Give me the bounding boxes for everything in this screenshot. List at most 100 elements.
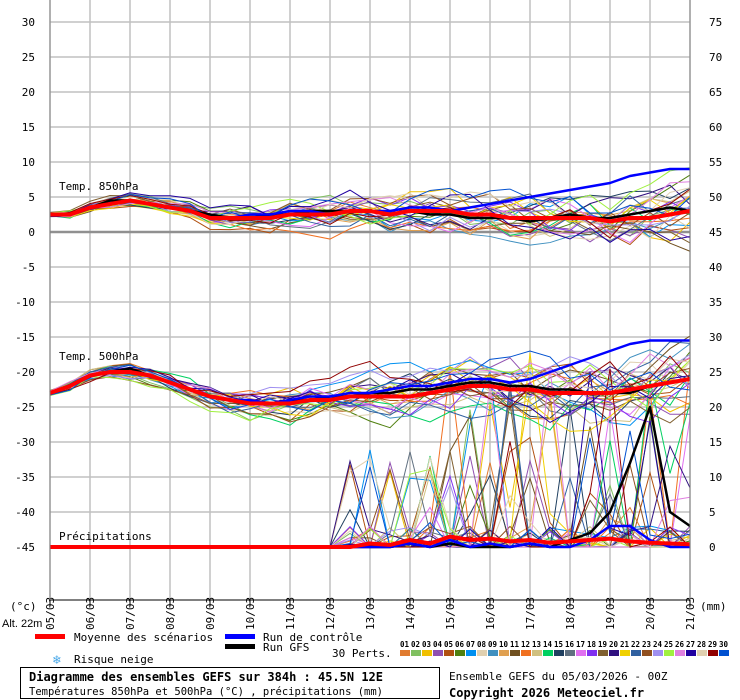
pert-id-label: 15 (554, 640, 563, 649)
pert-color-swatch (554, 650, 564, 656)
y-tick-label-right: 75 (709, 16, 722, 29)
pert-id-label: 08 (477, 640, 487, 649)
y-tick-label-left: -5 (22, 261, 35, 274)
pert-color-swatch (664, 650, 674, 656)
y-tick-label-left: -30 (15, 436, 35, 449)
perturbation-line-25 (49, 360, 691, 422)
y-tick-label-right: 70 (709, 51, 722, 64)
y-tick-label-left: -10 (15, 296, 35, 309)
legend-control-swatch (225, 634, 255, 639)
pert-id-label: 24 (653, 640, 663, 649)
pert-color-swatch (719, 650, 729, 656)
pert-color-swatch (653, 650, 663, 656)
x-tick-label: 12/03 (324, 597, 337, 630)
title-box (20, 667, 440, 699)
y-tick-label-right: 30 (709, 331, 722, 344)
y-tick-label-right: 40 (709, 261, 722, 274)
pert-color-swatch (433, 650, 443, 656)
pert-id-label: 27 (686, 640, 695, 649)
pert-id-label: 19 (598, 640, 608, 649)
pert-id-label: 04 (433, 640, 443, 649)
pert-id-label: 16 (565, 640, 575, 649)
y-tick-label-left: 15 (22, 121, 35, 134)
pert-color-swatch (598, 650, 608, 656)
pert-id-label: 12 (521, 640, 530, 649)
label-precip: Précipitations (59, 530, 152, 543)
pert-color-swatch (565, 650, 575, 656)
run-info: Ensemble GEFS du 05/03/2026 - 00Z (449, 670, 668, 683)
perturbation-line-27 (49, 189, 691, 243)
copyright: Copyright 2026 Meteociel.fr (449, 686, 644, 700)
pert-id-label: 18 (587, 640, 597, 649)
pert-color-swatch (543, 650, 553, 656)
pert-id-label: 25 (664, 640, 673, 649)
pert-color-swatch (466, 650, 476, 656)
y-tick-label-right: 25 (709, 366, 722, 379)
y-tick-label-right: 0 (709, 541, 716, 554)
perturbation-line-07 (49, 360, 691, 426)
y-tick-label-left: -20 (15, 366, 35, 379)
pert-color-swatch (499, 650, 509, 656)
x-tick-label: 15/03 (444, 597, 457, 630)
x-tick-label: 13/03 (364, 597, 377, 630)
perturbation-line-14 (49, 365, 691, 431)
y-tick-label-left: -40 (15, 506, 35, 519)
legend-mean-label: Moyenne des scénarios (74, 631, 213, 644)
x-tick-label: 20/03 (644, 597, 657, 630)
axes: 05/03 06/03 07/03 08/03 09/03 10/03 11/03 12/03… (15, 0, 722, 630)
pert-id-label: 13 (532, 640, 542, 649)
legend-snow-label: Risque neige (74, 653, 153, 666)
y-tick-label-left: 20 (22, 86, 35, 99)
pert-color-swatch (477, 650, 487, 656)
pert-color-swatch (400, 650, 410, 656)
pert-id-label: 06 (455, 640, 465, 649)
y-tick-label-right: 20 (709, 401, 722, 414)
perturbation-line-28 (49, 358, 691, 407)
x-tick-label: 10/03 (244, 597, 257, 630)
pert-color-swatch (576, 650, 586, 656)
mean-t850-line (50, 198, 691, 224)
pert-color-swatch (631, 650, 641, 656)
x-tick-label: 16/03 (484, 597, 497, 630)
perturbation-line-30 (49, 350, 691, 412)
chart-subtitle: Températures 850hPa et 500hPa (°C) , pré… (29, 686, 383, 698)
mean-t500-line (49, 370, 691, 406)
perturbation-legend: 01 02 03 04 05 06 07 08 09 10 11 12 13 14 15 16 17 18 19 20… (400, 640, 729, 656)
x-tick-label: 06/03 (84, 597, 97, 630)
pert-id-label: 20 (609, 640, 619, 649)
y-tick-label-right: 50 (709, 191, 722, 204)
x-tick-label: 08/03 (164, 597, 177, 630)
pert-color-swatch (444, 650, 454, 656)
snowflake-icon: ❄ (52, 653, 61, 668)
x-tick-label: 18/03 (564, 597, 577, 630)
y-tick-label-left: -35 (15, 471, 35, 484)
y-tick-label-right: 35 (709, 296, 722, 309)
pert-id-label: 09 (488, 640, 498, 649)
pert-id-label: 29 (708, 640, 718, 649)
pert-id-label: 07 (466, 640, 475, 649)
legend-control-label: Run de contrôle (263, 631, 362, 644)
pert-id-label: 11 (510, 640, 520, 649)
y-tick-label-right: 45 (709, 226, 722, 239)
y-tick-label-right: 60 (709, 121, 722, 134)
altitude-label: Alt. 22m (2, 618, 42, 630)
x-tick-label: 17/03 (524, 597, 537, 630)
pert-id-label: 28 (697, 640, 707, 649)
y-tick-label-left: -15 (15, 331, 35, 344)
pert-color-swatch (620, 650, 630, 656)
pert-color-swatch (587, 650, 597, 656)
left-unit: (°c) (10, 600, 37, 613)
pert-color-swatch (488, 650, 498, 656)
pert-id-label: 22 (631, 640, 640, 649)
pert-id-label: 17 (576, 640, 585, 649)
y-tick-label-left: 0 (28, 226, 35, 239)
grid (49, 0, 691, 600)
pert-id-label: 05 (444, 640, 453, 649)
x-tick-label: 19/03 (604, 597, 617, 630)
y-tick-label-left: -25 (15, 401, 35, 414)
pert-color-swatch (697, 650, 707, 656)
right-unit: (mm) (700, 600, 727, 613)
pert-color-swatch (455, 650, 465, 656)
y-tick-label-right: 55 (709, 156, 722, 169)
